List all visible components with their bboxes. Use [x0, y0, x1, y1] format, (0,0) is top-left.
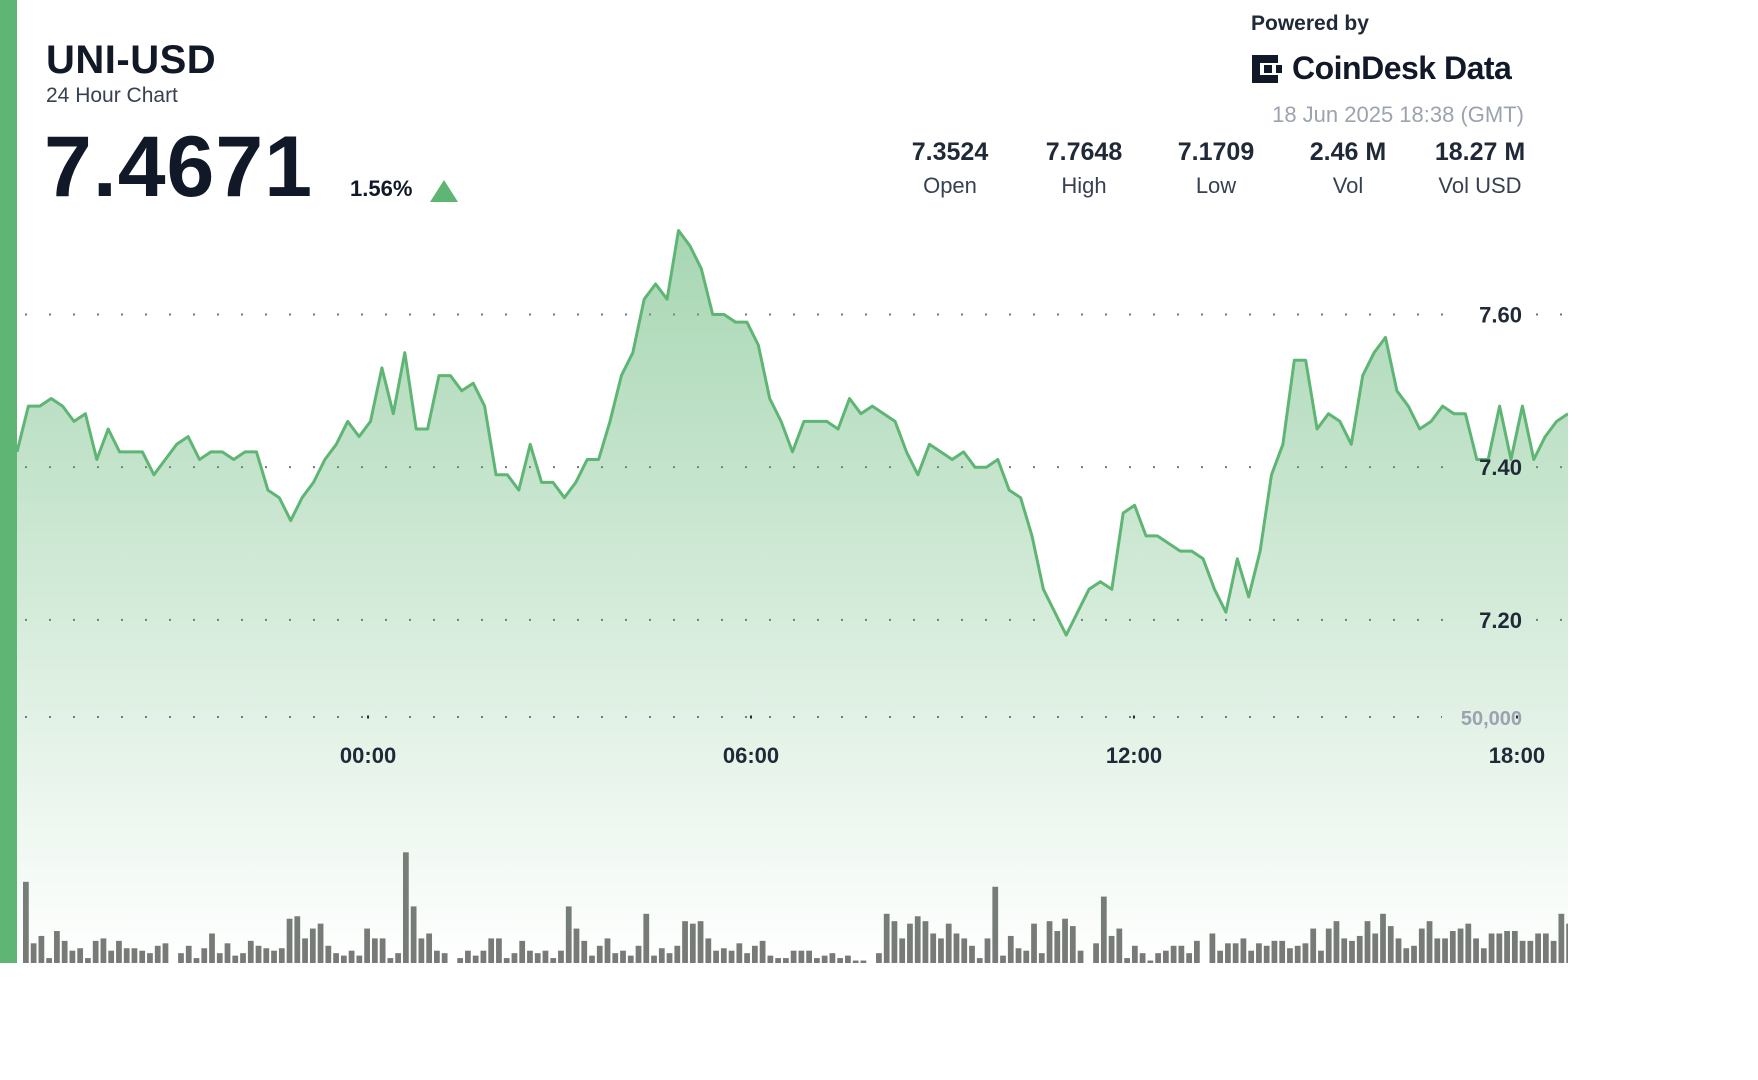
stat-label: Low [1195, 173, 1237, 198]
x-tick-label: 06:00 [723, 743, 779, 768]
y-tick-label: 7.60 [1479, 303, 1522, 328]
stat-vol-usd: 18.27 M Vol USD [1424, 138, 1536, 199]
price-volume-chart: 7.20 7.40 7.60 50,000 00:00 06:00 12:00 18:00 [15, 229, 1568, 963]
coindesk-logo-icon [1252, 54, 1282, 83]
axis-labels: 7.20 7.40 7.60 50,000 00:00 06:00 12:00 18:00 [340, 303, 1545, 768]
chart-subtitle: 24 Hour Chart [46, 84, 178, 107]
triangle-up-icon [430, 180, 458, 202]
y-tick-label: 7.20 [1479, 608, 1522, 633]
y-tick-label: 7.40 [1479, 455, 1522, 480]
volume-tick-label: 50,000 [1461, 708, 1522, 730]
stat-value: 18.27 M [1434, 138, 1526, 166]
current-price: 7.4671 [44, 119, 314, 215]
accent-bar [0, 0, 17, 963]
stat-value: 7.1709 [1177, 138, 1255, 166]
x-tick-label: 18:00 [1489, 743, 1545, 768]
price-area-fill [17, 230, 1568, 963]
x-tick-label: 12:00 [1106, 743, 1162, 768]
stat-label: Vol USD [1438, 173, 1522, 198]
brand-logo: CoinDesk Data [1250, 50, 1512, 87]
stat-label: Vol [1332, 173, 1364, 198]
stat-value: 7.7648 [1045, 138, 1123, 166]
price-area [15, 229, 1568, 963]
timestamp: 18 Jun 2025 18:38 (GMT) [1272, 102, 1524, 127]
stat-low: 7.1709 Low [1164, 138, 1268, 199]
stat-label: High [1061, 173, 1107, 198]
stat-label: Open [923, 173, 977, 198]
symbol-title: UNI-USD [46, 38, 217, 82]
stat-open: 7.3524 Open [900, 138, 1000, 199]
stat-high: 7.7648 High [1032, 138, 1136, 199]
brand-name: CoinDesk Data [1292, 50, 1512, 86]
stat-vol: 2.46 M Vol [1296, 138, 1400, 199]
stat-value: 2.46 M [1309, 138, 1387, 166]
price-change-percent: 1.56% [350, 176, 413, 201]
stat-value: 7.3524 [911, 138, 989, 166]
powered-by-label: Powered by [1251, 12, 1369, 35]
x-tick-label: 00:00 [340, 743, 396, 768]
price-line [15, 229, 1568, 637]
